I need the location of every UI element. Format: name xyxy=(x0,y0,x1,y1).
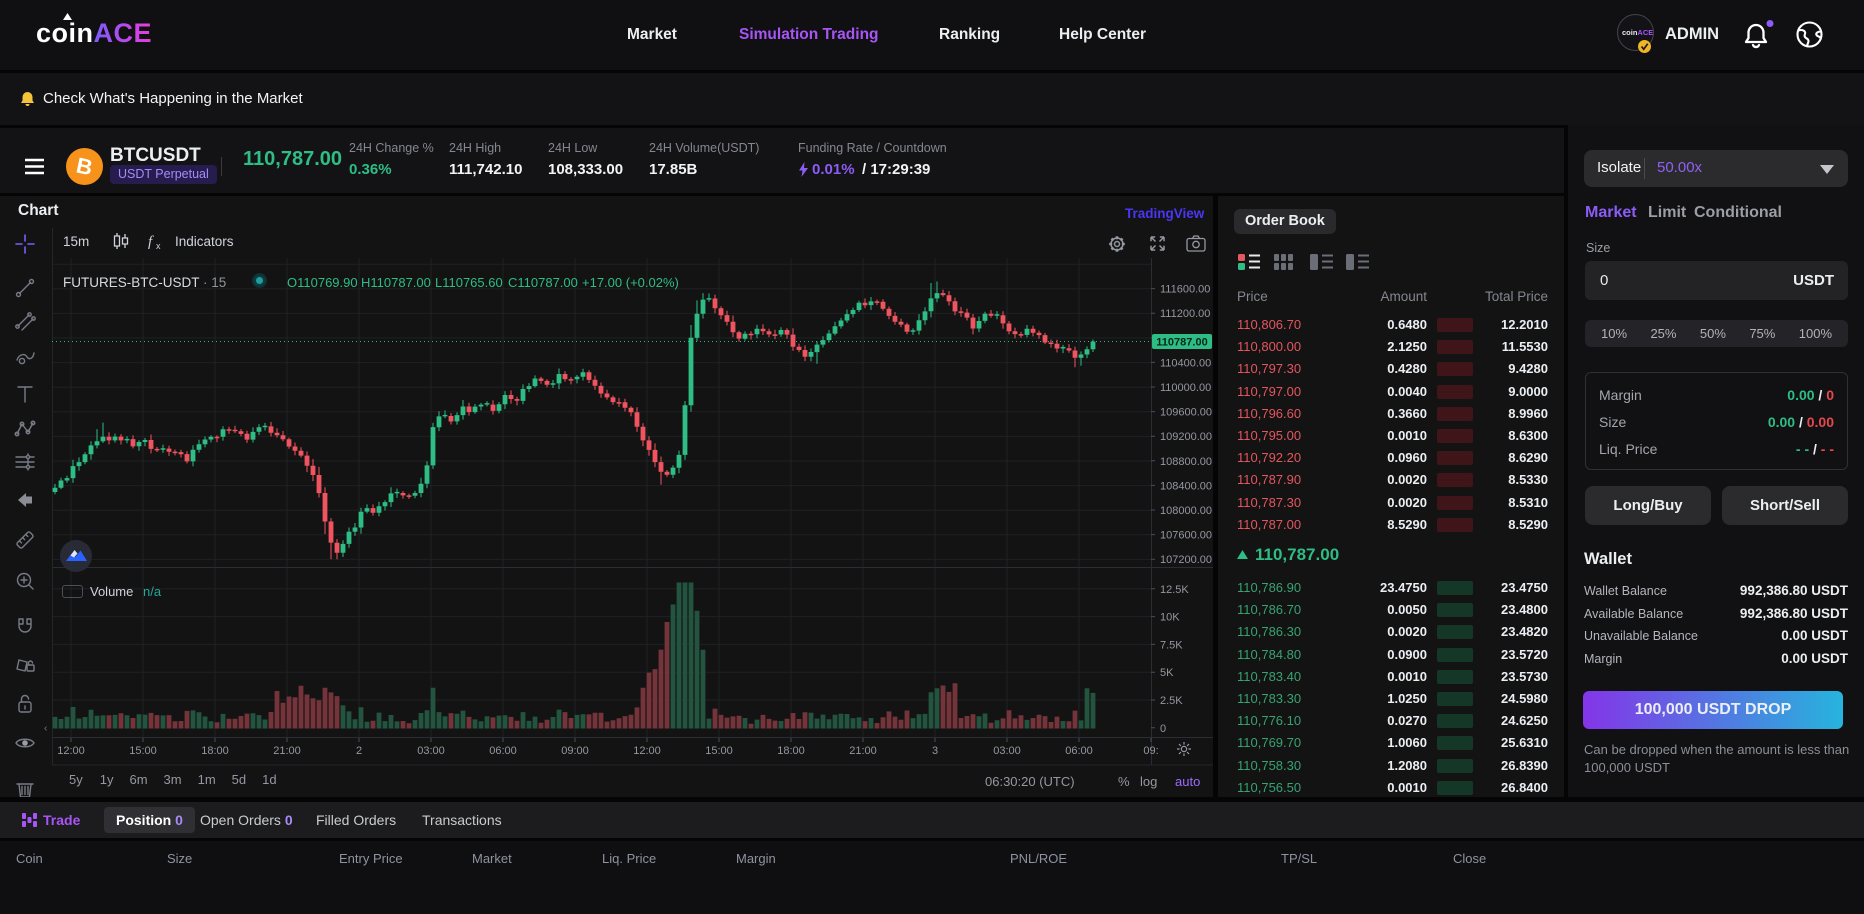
svg-text:03:00: 03:00 xyxy=(417,745,445,757)
svg-text:18:00: 18:00 xyxy=(777,745,805,757)
svg-text:06:00: 06:00 xyxy=(489,745,517,757)
svg-text:108800.00: 108800.00 xyxy=(1160,456,1212,468)
svg-text:109200.00: 109200.00 xyxy=(1160,431,1212,443)
svg-text:108400.00: 108400.00 xyxy=(1160,480,1212,492)
svg-text:110400.00: 110400.00 xyxy=(1160,357,1211,369)
svg-text:107200.00: 107200.00 xyxy=(1160,554,1212,566)
svg-text:12.5K: 12.5K xyxy=(1160,584,1189,596)
svg-text:3: 3 xyxy=(932,745,938,757)
svg-text:109600.00: 109600.00 xyxy=(1160,407,1212,419)
svg-text:12:00: 12:00 xyxy=(57,745,85,757)
svg-text:x: x xyxy=(156,241,161,250)
svg-text:108000.00: 108000.00 xyxy=(1160,505,1212,517)
svg-text:‹: ‹ xyxy=(44,723,47,734)
svg-text:15:00: 15:00 xyxy=(129,745,157,757)
svg-text:18:00: 18:00 xyxy=(201,745,229,757)
svg-text:7.5K: 7.5K xyxy=(1160,639,1183,651)
svg-text:0: 0 xyxy=(1160,723,1166,735)
svg-text:09:00: 09:00 xyxy=(561,745,589,757)
svg-text:2: 2 xyxy=(356,745,362,757)
svg-text:10K: 10K xyxy=(1160,612,1180,624)
svg-text:06:00: 06:00 xyxy=(1065,745,1093,757)
svg-text:f: f xyxy=(148,234,154,250)
svg-text:03:00: 03:00 xyxy=(993,745,1021,757)
svg-text:107600.00: 107600.00 xyxy=(1160,530,1212,542)
svg-text:21:00: 21:00 xyxy=(273,745,301,757)
svg-text:111600.00: 111600.00 xyxy=(1160,284,1210,296)
svg-text:5K: 5K xyxy=(1160,667,1174,679)
svg-text:09:: 09: xyxy=(1143,745,1158,757)
svg-text:110787.00: 110787.00 xyxy=(1156,337,1207,349)
svg-text:110000.00: 110000.00 xyxy=(1160,382,1211,394)
svg-text:2.5K: 2.5K xyxy=(1160,695,1183,707)
svg-text:12:00: 12:00 xyxy=(633,745,661,757)
svg-text:21:00: 21:00 xyxy=(849,745,877,757)
svg-text:111200.00: 111200.00 xyxy=(1160,308,1210,320)
svg-text:15:00: 15:00 xyxy=(705,745,733,757)
